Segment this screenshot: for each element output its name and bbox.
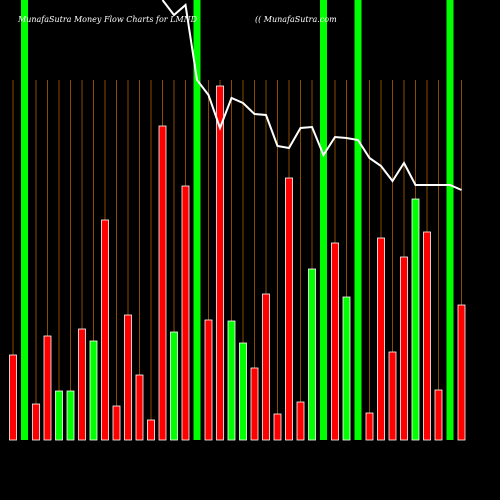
bar [43, 335, 52, 441]
line-layer [161, 0, 462, 191]
bar [193, 0, 201, 440]
bar [32, 403, 40, 441]
bar [262, 293, 270, 441]
bar [342, 296, 351, 441]
chart-subtitle: (( MunafaSutra.com [255, 15, 337, 24]
money-flow-line [161, 0, 462, 191]
bar [124, 314, 132, 441]
bar [446, 0, 454, 440]
bar [21, 0, 28, 440]
bar [273, 413, 282, 441]
bar [216, 85, 224, 441]
bar [423, 231, 431, 441]
bar [204, 319, 213, 441]
bar [331, 242, 339, 441]
bar [308, 268, 316, 441]
bar [9, 354, 17, 441]
bar [285, 177, 293, 441]
bar [365, 412, 374, 441]
chart-title: MunafaSutra Money Flow Charts for LMND [17, 15, 198, 24]
bar [377, 237, 385, 441]
bar [147, 419, 155, 441]
bar [55, 390, 63, 441]
bar [135, 374, 144, 441]
bar [227, 320, 236, 441]
bar [158, 125, 167, 441]
bar [250, 367, 259, 441]
bar [296, 401, 305, 441]
bar [170, 331, 178, 441]
bar [354, 0, 362, 440]
bar [89, 340, 98, 441]
bars [9, 0, 466, 441]
bar [434, 389, 443, 441]
bar [101, 219, 109, 441]
bar [411, 198, 420, 441]
bar [457, 304, 466, 441]
bar [400, 256, 408, 441]
bar [239, 342, 247, 441]
bar [78, 328, 86, 441]
bar [181, 185, 190, 441]
bar [388, 351, 397, 441]
bar [112, 405, 121, 441]
bar [66, 390, 75, 441]
bar [320, 0, 327, 440]
